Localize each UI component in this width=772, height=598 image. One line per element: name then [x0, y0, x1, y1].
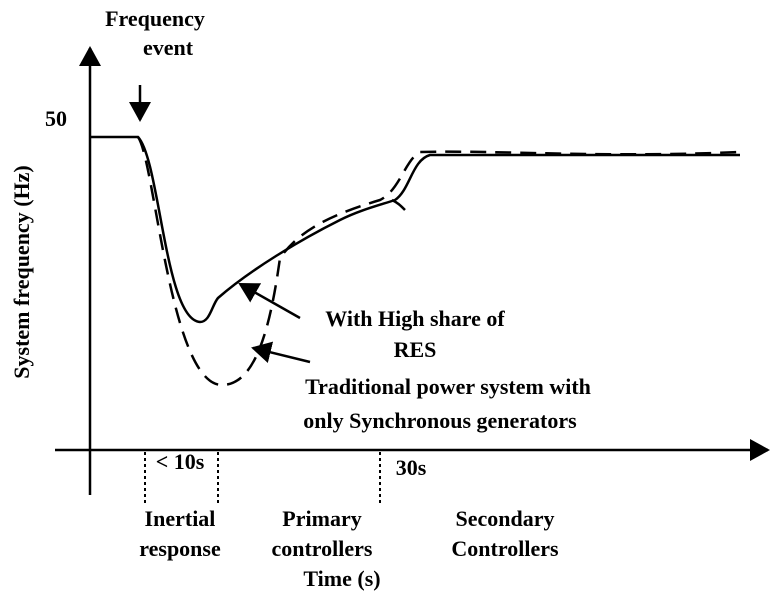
x-axis-label: Time (s)	[303, 566, 380, 591]
event-label: Frequency	[105, 6, 205, 31]
phase-label: Inertial	[145, 506, 216, 531]
y-tick-label: 50	[45, 106, 67, 131]
event-label: event	[143, 35, 194, 60]
curve-label: Traditional power system with	[305, 374, 591, 399]
res-arrow	[238, 282, 301, 320]
phase-label: response	[139, 536, 221, 561]
traditional-arrow	[251, 341, 311, 364]
phase-label: Primary	[282, 506, 361, 531]
curve-label: RES	[394, 337, 437, 362]
phase-label: Controllers	[451, 536, 559, 561]
phase-label: controllers	[271, 536, 372, 561]
res-curve	[90, 135, 740, 324]
phase-label: Secondary	[456, 506, 555, 531]
x-mark: 30s	[396, 455, 427, 480]
x-mark: < 10s	[156, 449, 205, 474]
y-axis-label: System frequency (Hz)	[9, 165, 34, 378]
res-curve-tail	[391, 198, 406, 211]
traditional-curve	[136, 136, 741, 387]
curve-label: only Synchronous generators	[303, 408, 577, 433]
curve-label: With High share of	[325, 306, 505, 331]
